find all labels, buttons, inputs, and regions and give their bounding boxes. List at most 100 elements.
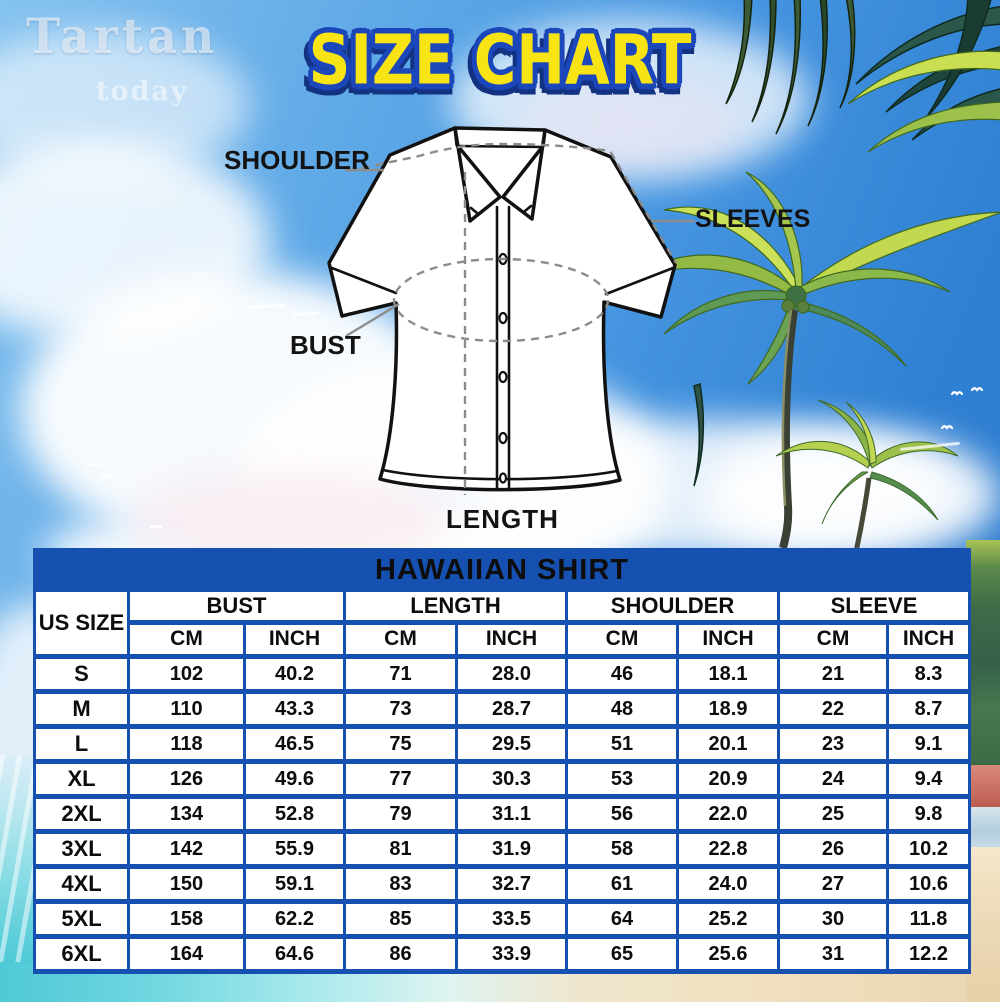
value-cell: 9.8: [886, 794, 971, 834]
value-cell: 164: [127, 934, 246, 974]
table-group-header-row: US SIZE BUST LENGTH SHOULDER SLEEVE: [33, 587, 971, 659]
value-cell: 25.6: [676, 934, 780, 974]
value-cell: 20.9: [676, 759, 780, 799]
unit-header: INCH: [455, 620, 568, 659]
value-cell: 79: [343, 794, 458, 834]
value-cell: 11.8: [886, 899, 971, 939]
value-cell: 73: [343, 689, 458, 729]
value-cell: 86: [343, 934, 458, 974]
unit-header: CM: [777, 620, 889, 659]
table-row: XL 126 49.6 77 30.3 53 20.9 24 9.4: [33, 759, 971, 799]
shirt-cuff-left: [330, 266, 398, 295]
value-cell: 142: [127, 829, 246, 869]
value-cell: 10.2: [886, 829, 971, 869]
brand-logo: Tartan: [26, 8, 219, 65]
value-cell: 23: [777, 724, 889, 764]
value-cell: 134: [127, 794, 246, 834]
value-cell: 33.5: [455, 899, 568, 939]
page-title: SIZE CHART: [308, 20, 692, 101]
table-title: HAWAIIAN SHIRT: [33, 548, 971, 592]
table-row: L 118 46.5 75 29.5 51 20.1 23 9.1: [33, 724, 971, 764]
measurement-label-length: LENGTH: [446, 504, 559, 534]
value-cell: 48: [565, 689, 679, 729]
value-cell: 52.8: [243, 794, 346, 834]
table-row: 3XL 142 55.9 81 31.9 58 22.8 26 10.2: [33, 829, 971, 869]
us-size-header: US SIZE: [33, 587, 130, 659]
table-row: M 110 43.3 73 28.7 48 18.9 22 8.7: [33, 689, 971, 729]
value-cell: 40.2: [243, 654, 346, 694]
unit-header: CM: [565, 620, 679, 659]
size-cell: S: [33, 654, 130, 694]
shirt-buttons: [498, 252, 508, 484]
value-cell: 21: [777, 654, 889, 694]
shoulder-measure-dashed-line: [347, 142, 678, 264]
brand-tagline: today: [96, 76, 189, 107]
value-cell: 20.1: [676, 724, 780, 764]
shirt-collar-right: [501, 128, 547, 221]
value-cell: 126: [127, 759, 246, 799]
value-cell: 81: [343, 829, 458, 869]
value-cell: 53: [565, 759, 679, 799]
value-cell: 12.2: [886, 934, 971, 974]
value-cell: 110: [127, 689, 246, 729]
beach-deck: [966, 807, 1000, 847]
group-header-sleeve: SLEEVE: [777, 587, 971, 625]
size-cell: 2XL: [33, 794, 130, 834]
value-cell: 25.2: [676, 899, 780, 939]
value-cell: 24: [777, 759, 889, 799]
size-chart-table: HAWAIIAN SHIRT US SIZE BUST LENGTH SHOUL…: [33, 548, 971, 974]
value-cell: 58: [565, 829, 679, 869]
beach-umbrella: [966, 765, 1000, 807]
group-header-bust: BUST: [127, 587, 346, 625]
measurement-label-bust: BUST: [290, 330, 361, 360]
unit-header: INCH: [243, 620, 346, 659]
value-cell: 102: [127, 654, 246, 694]
value-cell: 31.9: [455, 829, 568, 869]
value-cell: 24.0: [676, 864, 780, 904]
bust-measure-dashed-ellipse: [392, 257, 610, 343]
value-cell: 65: [565, 934, 679, 974]
value-cell: 8.7: [886, 689, 971, 729]
value-cell: 32.7: [455, 864, 568, 904]
value-cell: 22.8: [676, 829, 780, 869]
table-unit-header-row: CM INCH CM INCH CM INCH CM INCH: [35, 620, 971, 659]
shirt-diagram: [327, 126, 695, 495]
table-row: 2XL 134 52.8 79 31.1 56 22.0 25 9.8: [33, 794, 971, 834]
value-cell: 49.6: [243, 759, 346, 799]
value-cell: 31.1: [455, 794, 568, 834]
group-header-length: LENGTH: [343, 587, 568, 625]
unit-header: CM: [127, 620, 246, 659]
value-cell: 18.1: [676, 654, 780, 694]
unit-header: CM: [343, 620, 458, 659]
value-cell: 26: [777, 829, 889, 869]
value-cell: 22: [777, 689, 889, 729]
table-banner-row: HAWAIIAN SHIRT: [33, 548, 971, 592]
value-cell: 9.4: [886, 759, 971, 799]
beach-foliage: [966, 540, 1000, 765]
value-cell: 75: [343, 724, 458, 764]
size-cell: 4XL: [33, 864, 130, 904]
collar-stitch: [523, 204, 533, 213]
value-cell: 64.6: [243, 934, 346, 974]
collar-stitch: [469, 206, 479, 215]
value-cell: 150: [127, 864, 246, 904]
value-cell: 29.5: [455, 724, 568, 764]
value-cell: 51: [565, 724, 679, 764]
shirt-collar-band: [455, 144, 545, 149]
value-cell: 22.0: [676, 794, 780, 834]
value-cell: 56: [565, 794, 679, 834]
value-cell: 118: [127, 724, 246, 764]
cloud: [0, 30, 250, 180]
value-cell: 62.2: [243, 899, 346, 939]
table-row: 4XL 150 59.1 83 32.7 61 24.0 27 10.6: [33, 864, 971, 904]
beach-water: [0, 755, 33, 1002]
unit-header: INCH: [886, 620, 971, 659]
size-cell: 3XL: [33, 829, 130, 869]
value-cell: 64: [565, 899, 679, 939]
size-cell: XL: [33, 759, 130, 799]
value-cell: 8.3: [886, 654, 971, 694]
value-cell: 59.1: [243, 864, 346, 904]
value-cell: 158: [127, 899, 246, 939]
value-cell: 28.0: [455, 654, 568, 694]
